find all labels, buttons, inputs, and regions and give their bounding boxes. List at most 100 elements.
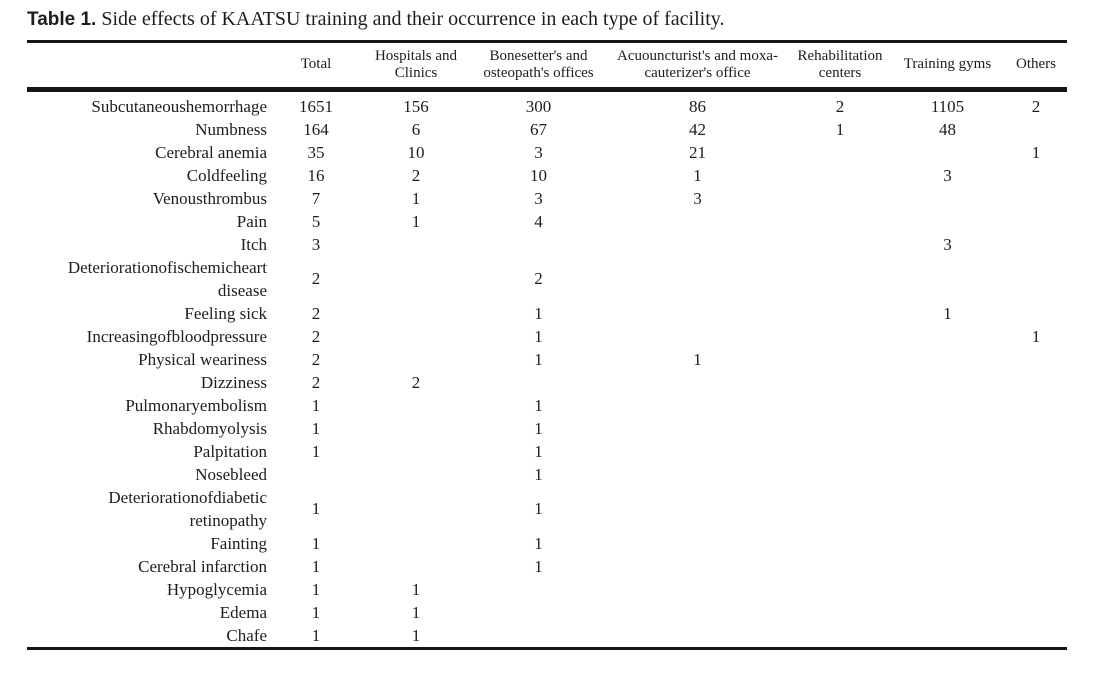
cell-value: 1 [311, 395, 321, 415]
column-header: Bonesetter's and osteopath's offices [472, 41, 605, 92]
cell-value: 3 [693, 188, 702, 208]
cell-value: 42 [689, 119, 706, 139]
cell-value [360, 233, 472, 256]
cell-value [890, 463, 1005, 486]
cell-value [1005, 440, 1067, 463]
cell-value [472, 624, 605, 649]
cell-value [360, 532, 472, 555]
cell-value [790, 532, 890, 555]
cell-value: 164 [303, 119, 329, 139]
cell-value [890, 187, 1005, 210]
cell-value [890, 325, 1005, 348]
cell-value [360, 486, 472, 532]
cell-value [605, 601, 790, 624]
cell-value: 2 [311, 303, 321, 323]
table-number-label: Table 1. [27, 9, 97, 30]
cell-value: 1 [693, 165, 702, 185]
cell-value [1005, 417, 1067, 440]
cell-value: 16 [307, 165, 325, 185]
cell-value [790, 486, 890, 532]
cell-value: 1 [534, 441, 543, 461]
cell-value [1005, 210, 1067, 233]
cell-value [790, 187, 890, 210]
table-row: Deteriorationofdiabetic retinopathy 1 1 [27, 486, 1067, 532]
cell-value [1005, 601, 1067, 624]
row-label: Hypoglycemia [166, 579, 267, 599]
cell-value [360, 256, 472, 302]
cell-value [890, 601, 1005, 624]
cell-value: 1105 [930, 96, 965, 116]
cell-value: 1 [311, 556, 321, 576]
cell-value: 10 [530, 165, 547, 185]
cell-value: 2 [311, 326, 321, 346]
cell-value: 3 [534, 188, 543, 208]
table-row: Cerebral infarction 1 1 [27, 555, 1067, 578]
row-label: Deteriorationofischemicheart disease [67, 257, 267, 300]
cell-value [890, 210, 1005, 233]
cell-value [790, 348, 890, 371]
cell-value [790, 233, 890, 256]
cell-value [790, 440, 890, 463]
cell-value [890, 555, 1005, 578]
row-label: Coldfeeling [186, 165, 267, 185]
column-header: Others [1005, 41, 1067, 92]
row-label: Pulmonaryembolism [125, 395, 267, 415]
table-body: Subcutaneoushemorrhage 1651 156 300 86 2 1105 2… [27, 89, 1067, 648]
cell-value [360, 463, 472, 486]
cell-value [472, 371, 605, 394]
cell-value: 1 [311, 533, 321, 553]
cell-value: 1 [534, 303, 543, 323]
cell-value [605, 210, 790, 233]
column-header: Training gyms [890, 41, 1005, 92]
cell-value [605, 302, 790, 325]
cell-value: 1 [534, 556, 543, 576]
table-row: Pain 5 1 4 [27, 210, 1067, 233]
cell-value: 3 [534, 142, 543, 162]
cell-value: 67 [530, 119, 547, 139]
cell-value: 6 [411, 119, 421, 139]
cell-value: 3 [311, 234, 321, 254]
cell-value [360, 440, 472, 463]
cell-value: 1 [534, 499, 543, 519]
cell-value [1005, 578, 1067, 601]
row-label: Numbness [195, 119, 267, 139]
cell-value [790, 624, 890, 649]
cell-value [472, 233, 605, 256]
cell-value [890, 371, 1005, 394]
cell-value [790, 325, 890, 348]
cell-value: 4 [534, 211, 543, 231]
cell-value: 21 [689, 142, 706, 162]
cell-value [890, 417, 1005, 440]
table-row: Dizziness 2 2 [27, 371, 1067, 394]
cell-value: 1 [311, 499, 321, 519]
row-label: Cerebral infarction [138, 556, 267, 576]
cell-value [790, 210, 890, 233]
table-row: Hypoglycemia 1 1 [27, 578, 1067, 601]
cell-value [605, 394, 790, 417]
table-row: Coldfeeling 16 2 10 1 3 [27, 164, 1067, 187]
cell-value: 86 [689, 96, 706, 116]
table-row: Numbness 164 6 67 42 1 48 [27, 118, 1067, 141]
table-row: Nosebleed 1 [27, 463, 1067, 486]
cell-value [890, 394, 1005, 417]
cell-value [360, 417, 472, 440]
cell-value: 1 [1031, 326, 1041, 346]
cell-value: 1 [311, 579, 321, 599]
cell-value: 1 [534, 395, 543, 415]
cell-value [472, 578, 605, 601]
cell-value: 1 [411, 579, 421, 599]
row-label: Fainting [210, 533, 267, 553]
cell-value: 1 [311, 418, 321, 438]
cell-value [1005, 371, 1067, 394]
row-label: Deteriorationofdiabetic retinopathy [108, 487, 267, 530]
cell-value: 1 [1031, 142, 1041, 162]
cell-value [1005, 256, 1067, 302]
cell-value: 1 [411, 188, 421, 208]
cell-value [890, 624, 1005, 649]
table-row: Pulmonaryembolism 1 1 [27, 394, 1067, 417]
cell-value: 1651 [299, 96, 333, 116]
cell-value: 1 [943, 303, 952, 323]
row-label: Increasingofbloodpressure [86, 326, 267, 346]
table-row: Cerebral anemia 35 10 3 21 1 [27, 141, 1067, 164]
cell-value: 35 [307, 142, 325, 162]
